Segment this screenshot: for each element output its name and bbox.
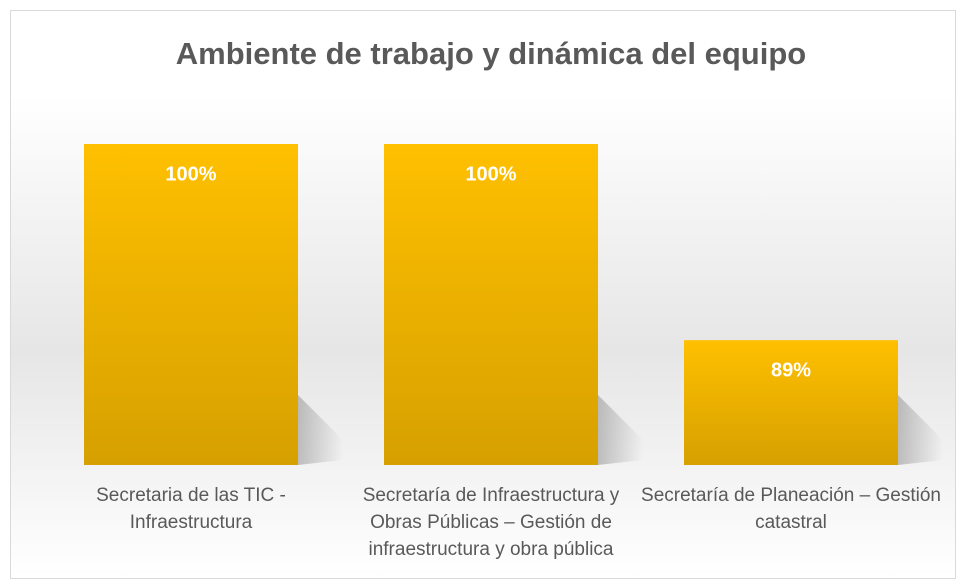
data-label: 89% [771,359,811,381]
bar-shadow [898,395,943,465]
x-tick-label: Secretaría de Infraestructura y Obras Pú… [362,485,620,560]
x-tick-label: Secretaria de las TIC - Infraestructura [96,485,286,533]
chart-title: Ambiente de trabajo y dinámica del equip… [176,36,806,71]
data-label: 100% [465,163,516,185]
bar-shadow [298,395,343,465]
bar [684,340,898,465]
bar [384,144,598,465]
data-label: 100% [165,163,216,185]
bar [84,144,298,465]
bar-shadow [598,395,643,465]
x-tick-label: Secretaría de Planeación – Gestión catas… [641,485,941,533]
